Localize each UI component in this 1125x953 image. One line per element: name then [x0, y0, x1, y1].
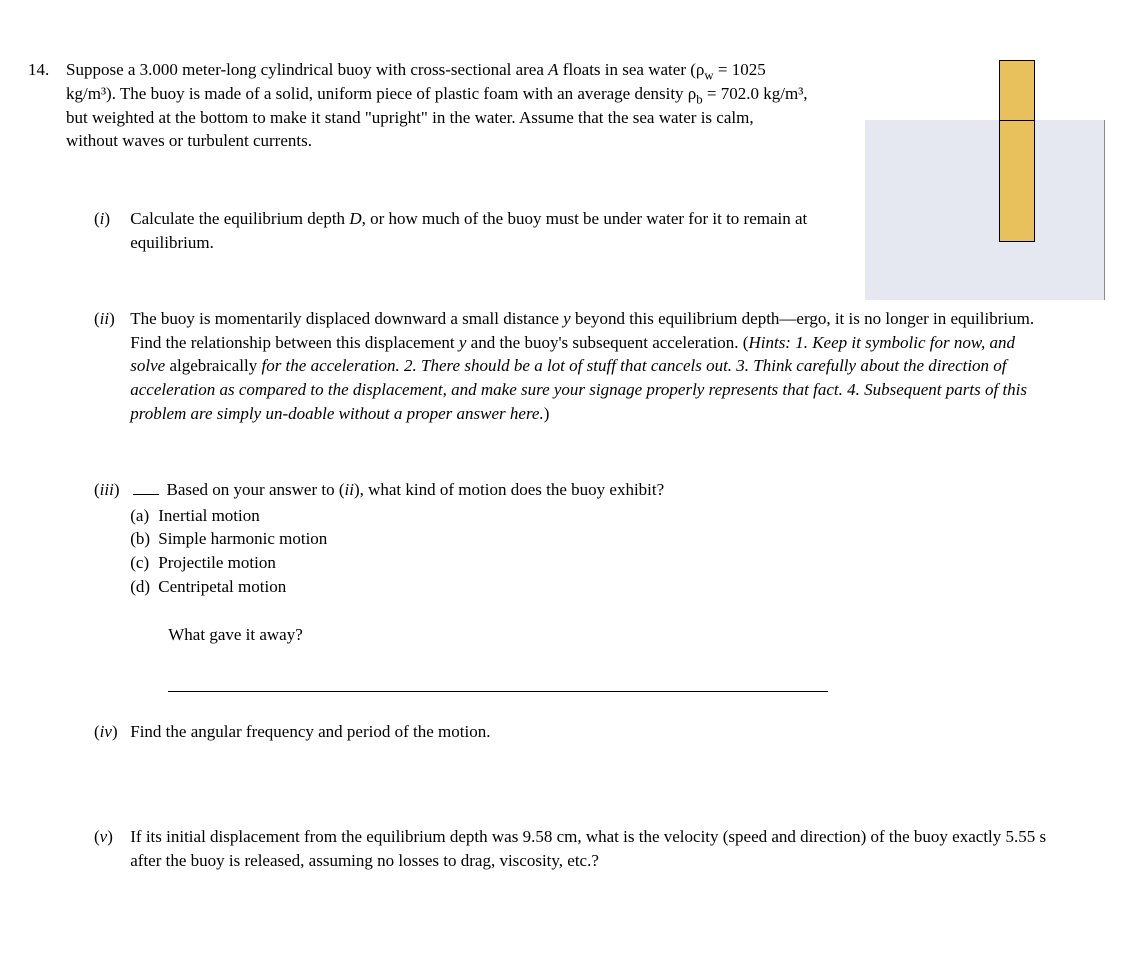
var-d: D [349, 209, 361, 228]
buoy-bottom-rect [999, 120, 1035, 242]
question-number: 14. [28, 58, 49, 82]
part-i-label: i [94, 207, 126, 231]
part-ii-text-3: and the buoy's subsequent acceleration. … [466, 333, 748, 352]
part-v-label: v [94, 825, 126, 849]
options-list: (a)Inertial motion (b)Simple harmonic mo… [130, 504, 1050, 599]
part-ii-text-1: The buoy is momentarily displaced downwa… [130, 309, 563, 328]
option-a: (a)Inertial motion [130, 504, 1050, 528]
part-iv-text: Find the angular frequency and period of… [130, 720, 1050, 744]
option-d-text: Centripetal motion [158, 577, 286, 596]
buoy-diagram [865, 60, 1105, 300]
intro-text-2: floats in sea water (ρ [559, 60, 705, 79]
gave-away-prompt: What gave it away? [168, 623, 1050, 647]
part-iii: iii Based on your answer to (ii), what k… [94, 478, 1069, 692]
option-c: (c)Projectile motion [130, 551, 1050, 575]
blank-answer-iii[interactable] [133, 478, 159, 495]
ref-ii: ii [345, 480, 354, 499]
var-y: y [563, 309, 571, 328]
option-a-label: (a) [130, 504, 158, 528]
buoy-top-rect [999, 60, 1035, 120]
water-rect [865, 120, 1105, 300]
option-a-text: Inertial motion [158, 506, 260, 525]
hints-2: for the acceleration. 2. There should be… [130, 356, 1027, 423]
option-b-text: Simple harmonic motion [158, 529, 327, 548]
part-iv: iv Find the angular frequency and period… [94, 720, 1069, 744]
part-iii-label: iii [94, 478, 126, 502]
part-iv-label: iv [94, 720, 126, 744]
alg-word: algebraically [169, 356, 257, 375]
sub-w: w [704, 68, 713, 82]
option-d-label: (d) [130, 575, 158, 599]
part-iii-text-2: ), what kind of motion does the buoy exh… [354, 480, 664, 499]
close-paren: ) [544, 404, 550, 423]
part-ii-label: ii [94, 307, 126, 331]
part-ii: ii The buoy is momentarily displaced dow… [94, 307, 1069, 426]
part-v: v If its initial displacement from the e… [94, 825, 1069, 873]
part-iii-text-1: Based on your answer to ( [167, 480, 345, 499]
part-v-text: If its initial displacement from the equ… [130, 825, 1050, 873]
option-b: (b)Simple harmonic motion [130, 527, 1050, 551]
option-d: (d)Centripetal motion [130, 575, 1050, 599]
page: 14. Suppose a 3.000 meter-long cylindric… [0, 0, 1125, 913]
part-i-text-1: Calculate the equilibrium depth [130, 209, 349, 228]
option-c-label: (c) [130, 551, 158, 575]
intro-text-1: Suppose a 3.000 meter-long cylindrical b… [66, 60, 548, 79]
blank-answer-gave-away[interactable] [168, 691, 828, 692]
var-a: A [548, 60, 558, 79]
question-intro: Suppose a 3.000 meter-long cylindrical b… [66, 58, 809, 153]
option-c-text: Projectile motion [158, 553, 276, 572]
option-b-label: (b) [130, 527, 158, 551]
